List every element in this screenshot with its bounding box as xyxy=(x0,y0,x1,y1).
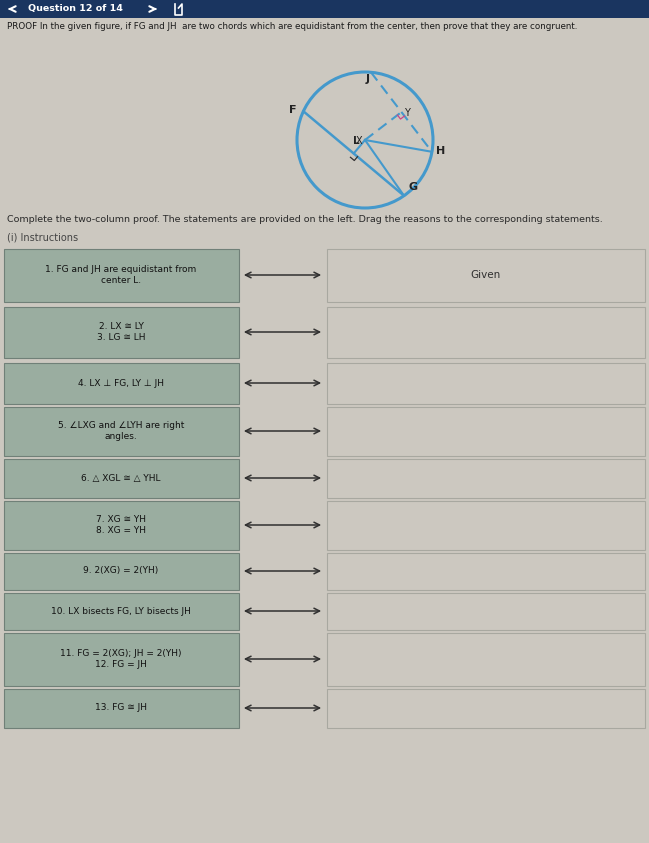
Text: 13. FG ≅ JH: 13. FG ≅ JH xyxy=(95,704,147,712)
Text: L: L xyxy=(353,136,360,146)
FancyBboxPatch shape xyxy=(3,362,238,404)
Text: 11. FG = 2(XG); JH = 2(YH)
12. FG = JH: 11. FG = 2(XG); JH = 2(YH) 12. FG = JH xyxy=(60,649,182,668)
Text: Y: Y xyxy=(404,108,410,118)
FancyBboxPatch shape xyxy=(3,552,238,589)
Text: PROOF In the given figure, if FG and JH  are two chords which are equidistant fr: PROOF In the given figure, if FG and JH … xyxy=(7,22,578,31)
Text: J: J xyxy=(366,74,370,84)
FancyBboxPatch shape xyxy=(326,501,644,550)
Text: 7. XG ≅ YH
8. XG = YH: 7. XG ≅ YH 8. XG = YH xyxy=(96,515,146,534)
Text: 5. ∠LXG and ∠LYH are right
angles.: 5. ∠LXG and ∠LYH are right angles. xyxy=(58,422,184,441)
FancyBboxPatch shape xyxy=(3,249,238,302)
FancyBboxPatch shape xyxy=(0,0,649,18)
FancyBboxPatch shape xyxy=(326,593,644,630)
Text: 6. △ XGL ≅ △ YHL: 6. △ XGL ≅ △ YHL xyxy=(81,474,161,482)
FancyBboxPatch shape xyxy=(326,362,644,404)
FancyBboxPatch shape xyxy=(326,459,644,497)
FancyBboxPatch shape xyxy=(3,593,238,630)
FancyBboxPatch shape xyxy=(326,406,644,455)
FancyBboxPatch shape xyxy=(326,249,644,302)
Text: 4. LX ⊥ FG, LY ⊥ JH: 4. LX ⊥ FG, LY ⊥ JH xyxy=(78,379,164,388)
FancyBboxPatch shape xyxy=(326,552,644,589)
Text: Complete the two-column proof. The statements are provided on the left. Drag the: Complete the two-column proof. The state… xyxy=(7,215,603,224)
FancyBboxPatch shape xyxy=(3,406,238,455)
FancyBboxPatch shape xyxy=(3,459,238,497)
Text: 10. LX bisects FG, LY bisects JH: 10. LX bisects FG, LY bisects JH xyxy=(51,606,191,615)
Text: Question 12 of 14: Question 12 of 14 xyxy=(27,4,123,13)
Text: H: H xyxy=(436,146,445,156)
Text: Given: Given xyxy=(471,270,500,280)
FancyBboxPatch shape xyxy=(3,501,238,550)
FancyBboxPatch shape xyxy=(3,689,238,728)
FancyBboxPatch shape xyxy=(3,632,238,685)
Text: 9. 2(XG) = 2(YH): 9. 2(XG) = 2(YH) xyxy=(83,566,158,576)
Text: F: F xyxy=(289,105,297,115)
Text: 2. LX ≅ LY
3. LG ≅ LH: 2. LX ≅ LY 3. LG ≅ LH xyxy=(97,322,145,341)
Text: (i) Instructions: (i) Instructions xyxy=(7,232,78,242)
FancyBboxPatch shape xyxy=(326,632,644,685)
Text: 1. FG and JH are equidistant from
center L.: 1. FG and JH are equidistant from center… xyxy=(45,266,197,285)
FancyBboxPatch shape xyxy=(326,689,644,728)
FancyBboxPatch shape xyxy=(3,307,238,357)
Text: G: G xyxy=(408,182,417,191)
FancyBboxPatch shape xyxy=(326,307,644,357)
Text: X: X xyxy=(356,137,362,147)
